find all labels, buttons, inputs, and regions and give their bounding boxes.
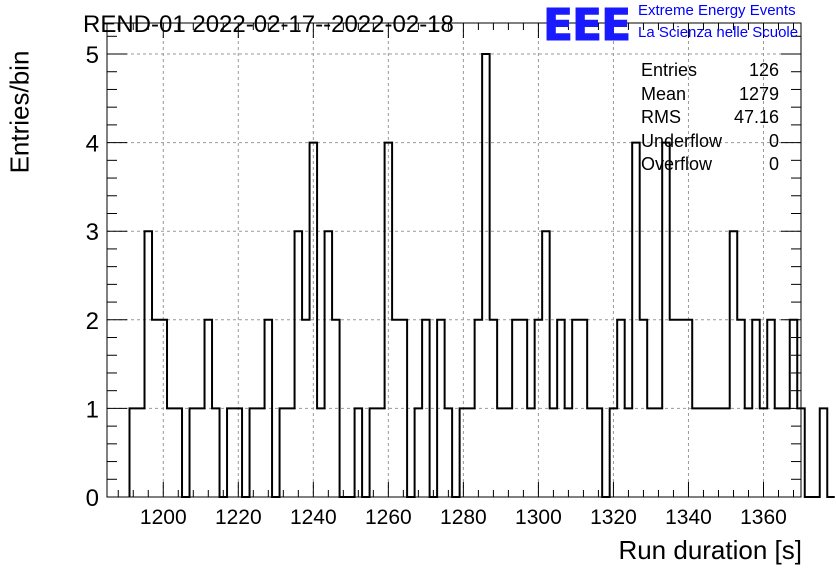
- y-tick-label: 2: [86, 308, 99, 335]
- stat-value: 0: [768, 130, 779, 151]
- stat-row-underflow: Underflow 0: [641, 130, 779, 154]
- y-axis-ticks: 0 1 2 3 4 5: [86, 35, 801, 512]
- x-tick-label: 1200: [140, 506, 187, 529]
- chart-title: REND-01 2022-02-17--2022-02-18: [83, 11, 454, 38]
- stat-value: 126: [748, 60, 779, 80]
- grid-lines: [107, 23, 801, 497]
- x-axis-label: Run duration [s]: [618, 535, 802, 565]
- x-tick-label: 1240: [290, 506, 337, 529]
- eee-logo: EEE: [542, 0, 631, 52]
- x-axis-ticks: 1200 1220 1240 1260 1280 1300 1320 1340 1360: [117, 23, 794, 529]
- y-tick-label: 5: [86, 42, 99, 69]
- stat-row-rms: RMS 47.16: [641, 106, 779, 130]
- stats-box: Entries 126 Mean 1279 RMS 47.16 Underflow 0 …: [641, 59, 779, 177]
- stat-row-overflow: Overflow 0: [641, 153, 779, 177]
- x-tick-label: 1220: [215, 506, 262, 529]
- stat-label: RMS: [641, 107, 681, 127]
- x-tick-label: 1260: [365, 506, 412, 529]
- y-tick-label: 3: [86, 219, 99, 246]
- plot-frame: [106, 22, 802, 498]
- stat-label: Underflow: [641, 130, 723, 151]
- x-tick-label: 1320: [590, 506, 637, 529]
- stat-value: 47.16: [733, 107, 779, 127]
- stat-value: 0: [768, 154, 779, 174]
- y-tick-label: 0: [86, 485, 99, 512]
- x-tick-label: 1280: [440, 506, 487, 529]
- stat-label: Mean: [641, 83, 687, 104]
- logo-line-1: Extreme Energy Events: [638, 2, 796, 19]
- y-axis-label: Entries/bin: [4, 50, 35, 174]
- histogram-step-line: [128, 53, 835, 498]
- x-tick-label: 1360: [740, 506, 787, 529]
- x-tick-label: 1300: [515, 506, 562, 529]
- stat-row-entries: Entries 126: [641, 59, 779, 83]
- logo-line-2: La Scienza nelle Scuole: [638, 24, 799, 41]
- stat-row-mean: Mean 1279: [641, 83, 779, 107]
- y-tick-label: 4: [86, 131, 99, 158]
- stat-label: Overflow: [641, 154, 713, 174]
- stat-value: 1279: [738, 83, 779, 104]
- x-tick-label: 1340: [665, 506, 712, 529]
- stat-label: Entries: [641, 60, 698, 80]
- y-tick-label: 1: [86, 396, 99, 423]
